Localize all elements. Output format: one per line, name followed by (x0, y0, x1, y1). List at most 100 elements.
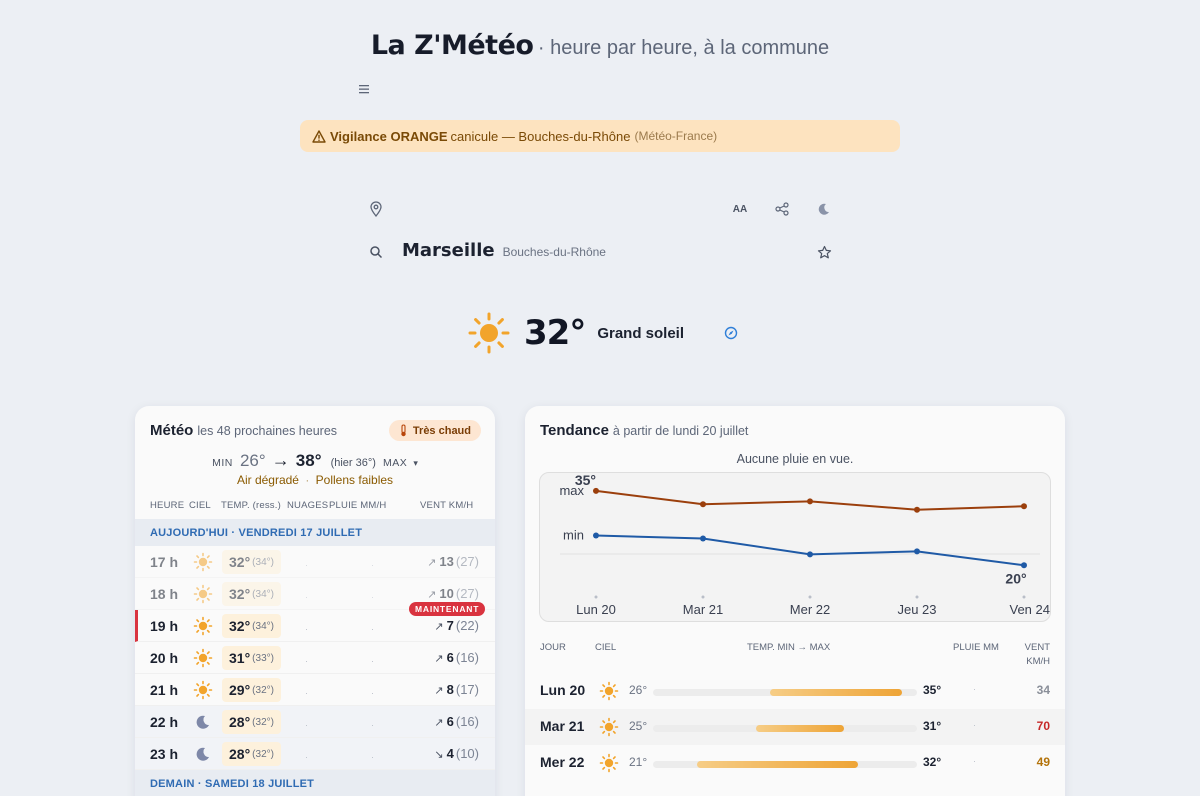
rain-value: · (371, 752, 374, 762)
wind-speed: 10 (439, 586, 454, 601)
x-tick-label: Mer 22 (790, 602, 830, 617)
heat-badge-label: Très chaud (412, 424, 471, 437)
alert-text: canicule — Bouches-du-Rhône (450, 128, 631, 144)
point-max-2 (807, 498, 813, 505)
point-min-0 (593, 532, 599, 539)
point-max-4 (1021, 503, 1027, 510)
wind-cell: ↗ 8 (17) (434, 682, 479, 697)
min-value: 26° (239, 451, 266, 470)
wind-gust: (22) (455, 618, 479, 633)
alert-level: Vigilance ORANGE (330, 128, 448, 144)
temp-range-fill (755, 725, 844, 732)
temp: 32° (229, 618, 251, 634)
wind-direction-icon: ↗ (427, 589, 437, 601)
wind-speed: 7 (446, 618, 454, 633)
clouds-value: · (305, 624, 308, 634)
col-clouds: NUAGES (287, 500, 329, 511)
col-wind-unit: KM/H (1026, 656, 1050, 667)
max-temp: 31° (923, 719, 942, 733)
dark-mode-moon-icon[interactable] (813, 198, 835, 220)
pollen-level: Pollens faibles (315, 473, 394, 487)
temp-range-fill (697, 761, 859, 768)
hour-row[interactable]: 22 h 28° (32°) · · ↗ 6 (16) (135, 706, 495, 738)
x-tick-label: Jeu 23 (897, 602, 936, 617)
max-temp: 32° (923, 755, 942, 769)
wind-speed: 8 (446, 682, 454, 697)
clouds-value: · (305, 688, 308, 698)
hour-row[interactable]: 18 h 32° (34°) · · ↗ 10 (27) (135, 578, 495, 610)
temp-cell: 31° (33°) (222, 646, 281, 670)
compass-icon[interactable] (724, 326, 738, 340)
location-display[interactable]: Marseille Bouches-du-Rhône (402, 240, 606, 261)
trend-row[interactable]: Lun 20 26° 35° · 34 (525, 673, 1065, 709)
col-temp: TEMP. (ress.) (221, 500, 281, 511)
trend-row[interactable]: Mar 21 25° 31° · 70 (525, 709, 1065, 745)
series-line-min (595, 534, 1025, 567)
wind-direction-icon: ↗ (434, 621, 444, 633)
air-quality: Air dégradé (236, 473, 299, 487)
feels-like: (34°) (252, 556, 274, 568)
point-max-0 (593, 487, 599, 494)
text-size-icon[interactable]: AA (729, 198, 751, 220)
x-tick-label: Lun 20 (576, 602, 616, 617)
hour-row[interactable]: 17 h 32° (34°) · · ↗ 13 (27) (135, 546, 495, 578)
trend-row[interactable]: Mer 22 21° 32° · 49 (525, 745, 1065, 781)
hour-row[interactable]: 20 h 31° (33°) · · ↗ 6 (16) (135, 642, 495, 674)
feels-like: (32°) (252, 716, 274, 728)
feels-like: (33°) (252, 652, 274, 664)
wind-direction-icon: ↘ (434, 749, 444, 761)
wind-direction-icon: ↗ (434, 685, 444, 697)
hamburger-menu-icon[interactable] (356, 80, 372, 98)
sun-icon (193, 680, 213, 700)
moon-icon (196, 715, 209, 729)
star-icon[interactable] (813, 241, 835, 263)
x-tick-label: Ven 24 (1010, 602, 1051, 617)
sun-icon (599, 753, 619, 773)
hour-row[interactable]: 21 h 29° (32°) · · ↗ 8 (17) (135, 674, 495, 706)
hour-row-current[interactable]: 19 h 32° (34°) · · ↗ 7 (22) (135, 610, 495, 642)
hourly-subtitle: les 48 prochaines heures (197, 424, 338, 438)
day-label: Mar 21 (540, 718, 585, 734)
hour-label: 22 h (150, 714, 179, 730)
rain-value: · (973, 684, 976, 694)
max-temp: 35° (923, 683, 942, 697)
feels-like: (34°) (252, 620, 274, 632)
wind-speed: 6 (446, 650, 454, 665)
temp-cell: 32° (34°) (222, 582, 281, 606)
rain-value: · (973, 756, 976, 766)
min-max-summary[interactable]: MIN 26° → 38° (hier 36°) MAX ▾ (135, 450, 495, 471)
wind-gust: (16) (455, 650, 479, 665)
yesterday-max: (hier 36°) (330, 457, 376, 469)
temp-range-bar (653, 689, 917, 696)
wind-gust: (16) (455, 714, 479, 729)
text-size-label: AA (732, 203, 748, 215)
rain-value: · (371, 592, 374, 602)
point-max-3 (914, 506, 920, 513)
point-min-1 (700, 535, 706, 542)
location-pin-icon[interactable] (365, 198, 387, 220)
sun-icon (599, 681, 619, 701)
temp-cell: 29° (32°) (222, 678, 281, 702)
tick-mark-1 (701, 595, 705, 599)
hour-row[interactable]: 23 h 28° (32°) · · ↘ 4 (10) (135, 738, 495, 770)
min-max-arrow: → (271, 450, 290, 470)
feels-like: (34°) (252, 588, 274, 600)
share-icon[interactable] (771, 198, 793, 220)
hour-label: 17 h (150, 554, 179, 570)
clouds-value: · (305, 592, 308, 602)
temp: 31° (229, 650, 251, 666)
temp-cell: 28° (32°) (222, 742, 281, 766)
temp: 28° (229, 714, 251, 730)
col-sky: CIEL (189, 500, 211, 511)
temp-range-bar (653, 725, 917, 732)
wind-value: 49 (1036, 755, 1050, 769)
feels-like: (32°) (252, 684, 274, 696)
point-min-3 (914, 548, 920, 555)
city-name: Marseille (402, 240, 495, 261)
app-subtitle: · heure par heure, à la commune (537, 37, 830, 59)
sun-icon (468, 312, 510, 354)
vigilance-alert[interactable]: Vigilance ORANGE canicule — Bouches-du-R… (300, 120, 900, 152)
search-icon[interactable] (365, 241, 387, 263)
series-label-min: min (563, 528, 584, 543)
trend-chart: max min 35° 20° Lun 20 Mar 21 Mer 22 Jeu 23 Ven … (539, 472, 1051, 622)
